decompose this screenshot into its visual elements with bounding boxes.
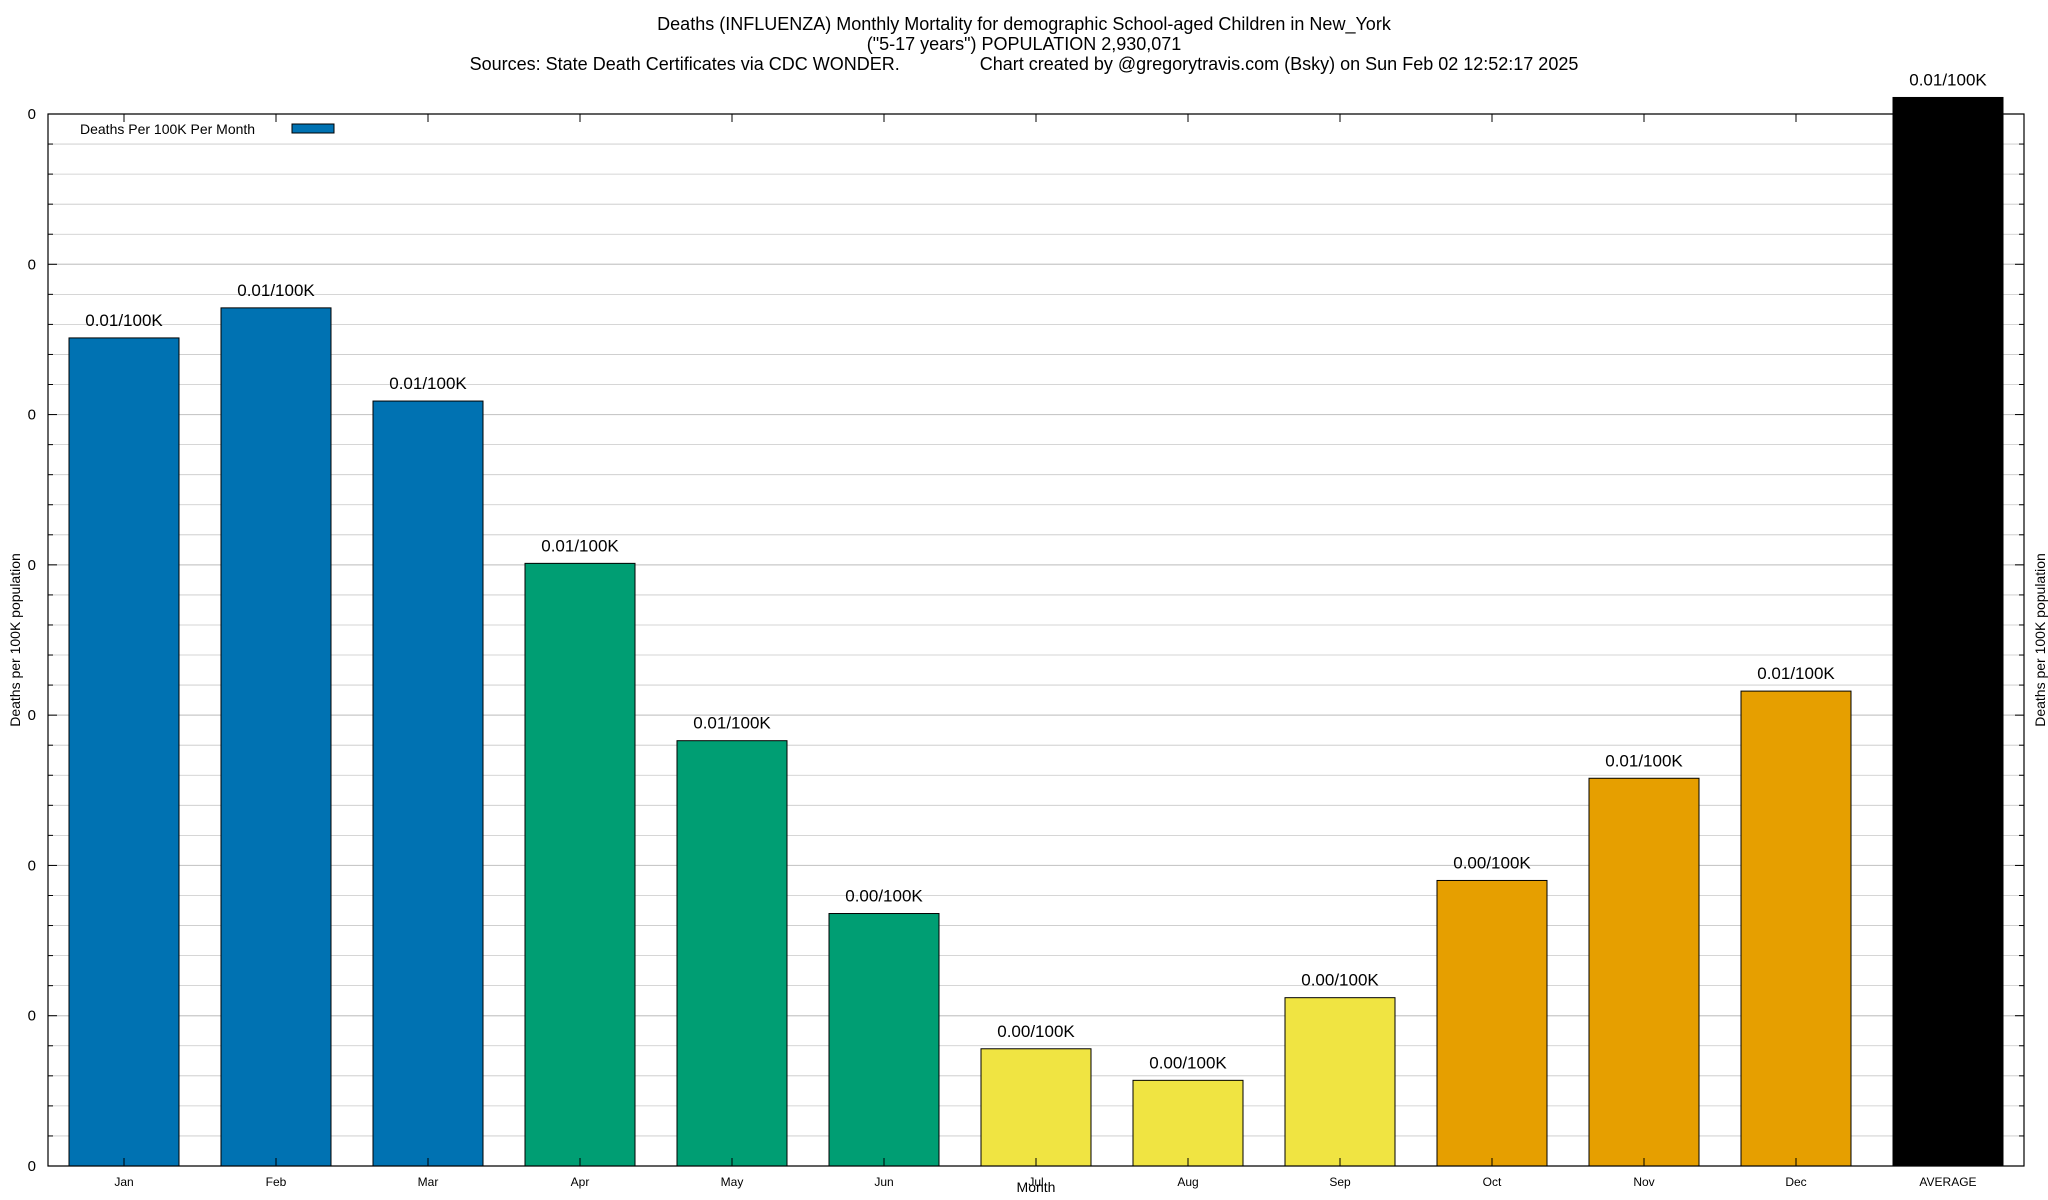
data-label: 0.01/100K <box>1605 751 1683 770</box>
x-tick-label: Mar <box>418 1175 439 1189</box>
bar <box>220 307 332 1167</box>
bar <box>372 400 484 1167</box>
chart-title-line-2: ("5-17 years") POPULATION 2,930,071 <box>866 34 1182 54</box>
x-tick-label: Aug <box>1177 1175 1198 1189</box>
x-tick-label: Jan <box>114 1175 133 1189</box>
bar <box>980 1048 1092 1167</box>
y-tick-label: 0 <box>28 256 36 273</box>
x-tick-label: Apr <box>571 1175 590 1189</box>
y-tick-label: 0 <box>28 1008 36 1025</box>
axis-ticks <box>48 113 2024 1167</box>
bar <box>524 562 636 1167</box>
bar <box>676 740 788 1167</box>
bar <box>1284 997 1396 1167</box>
data-label: 0.01/100K <box>237 281 315 300</box>
data-label: 0.01/100K <box>389 374 467 393</box>
x-tick-label: Sep <box>1329 1175 1351 1189</box>
bar <box>1740 690 1852 1167</box>
x-tick-label: Jul <box>1028 1175 1043 1189</box>
bar <box>1588 777 1700 1167</box>
data-label: 0.01/100K <box>541 536 619 555</box>
data-label: 0.01/100K <box>1757 664 1835 683</box>
bar <box>1132 1079 1244 1167</box>
bars <box>68 96 2004 1167</box>
x-tick-label: Dec <box>1785 1175 1806 1189</box>
bar <box>1436 879 1548 1167</box>
legend-label: Deaths Per 100K Per Month <box>80 121 255 137</box>
bar <box>1892 96 2004 1167</box>
x-tick-label: Nov <box>1633 1175 1654 1189</box>
data-label: 0.00/100K <box>845 887 923 906</box>
gridlines <box>48 113 2024 1167</box>
data-label: 0.00/100K <box>997 1022 1075 1041</box>
y-tick-label: 0 <box>28 857 36 874</box>
plot-frame <box>47 113 2025 1167</box>
data-label: 0.00/100K <box>1149 1053 1227 1072</box>
data-label: 0.01/100K <box>85 311 163 330</box>
y-tick-label: 0 <box>28 557 36 574</box>
x-tick-label: Oct <box>1483 1175 1502 1189</box>
legend: Deaths Per 100K Per Month <box>80 121 335 137</box>
data-label: 0.00/100K <box>1453 853 1531 872</box>
x-tick-label: Jun <box>874 1175 893 1189</box>
x-tick-label: AVERAGE <box>1919 1175 1976 1189</box>
chart-title-line-1: Deaths (INFLUENZA) Monthly Mortality for… <box>657 14 1391 34</box>
x-tick-label: May <box>721 1175 744 1189</box>
y-axis-title: Deaths per 100K population <box>7 553 23 727</box>
y-tick-label: 0 <box>28 707 36 724</box>
bar <box>68 337 180 1167</box>
data-label: 0.00/100K <box>1301 971 1379 990</box>
legend-swatch <box>291 123 335 134</box>
x-axis-title: Month <box>1017 1179 1056 1195</box>
data-label: 0.01/100K <box>1909 70 1987 89</box>
chart-title-line-3: Sources: State Death Certificates via CD… <box>469 54 1579 74</box>
labels: 0 0 0 0 0 0 0 0 0.01/100K Jan 0.01/100K Feb 0.01/100… <box>28 70 1988 1189</box>
x-tick-label: Feb <box>266 1175 287 1189</box>
chart-title: Deaths (INFLUENZA) Monthly Mortality for… <box>0 14 2048 74</box>
y-tick-label: 0 <box>28 106 36 123</box>
y-tick-label: 0 <box>28 407 36 424</box>
data-label: 0.01/100K <box>693 714 771 733</box>
y-axis-title-right: Deaths per 100K population <box>2032 553 2048 727</box>
y-tick-label: 0 <box>28 1158 36 1175</box>
bar <box>828 913 940 1167</box>
